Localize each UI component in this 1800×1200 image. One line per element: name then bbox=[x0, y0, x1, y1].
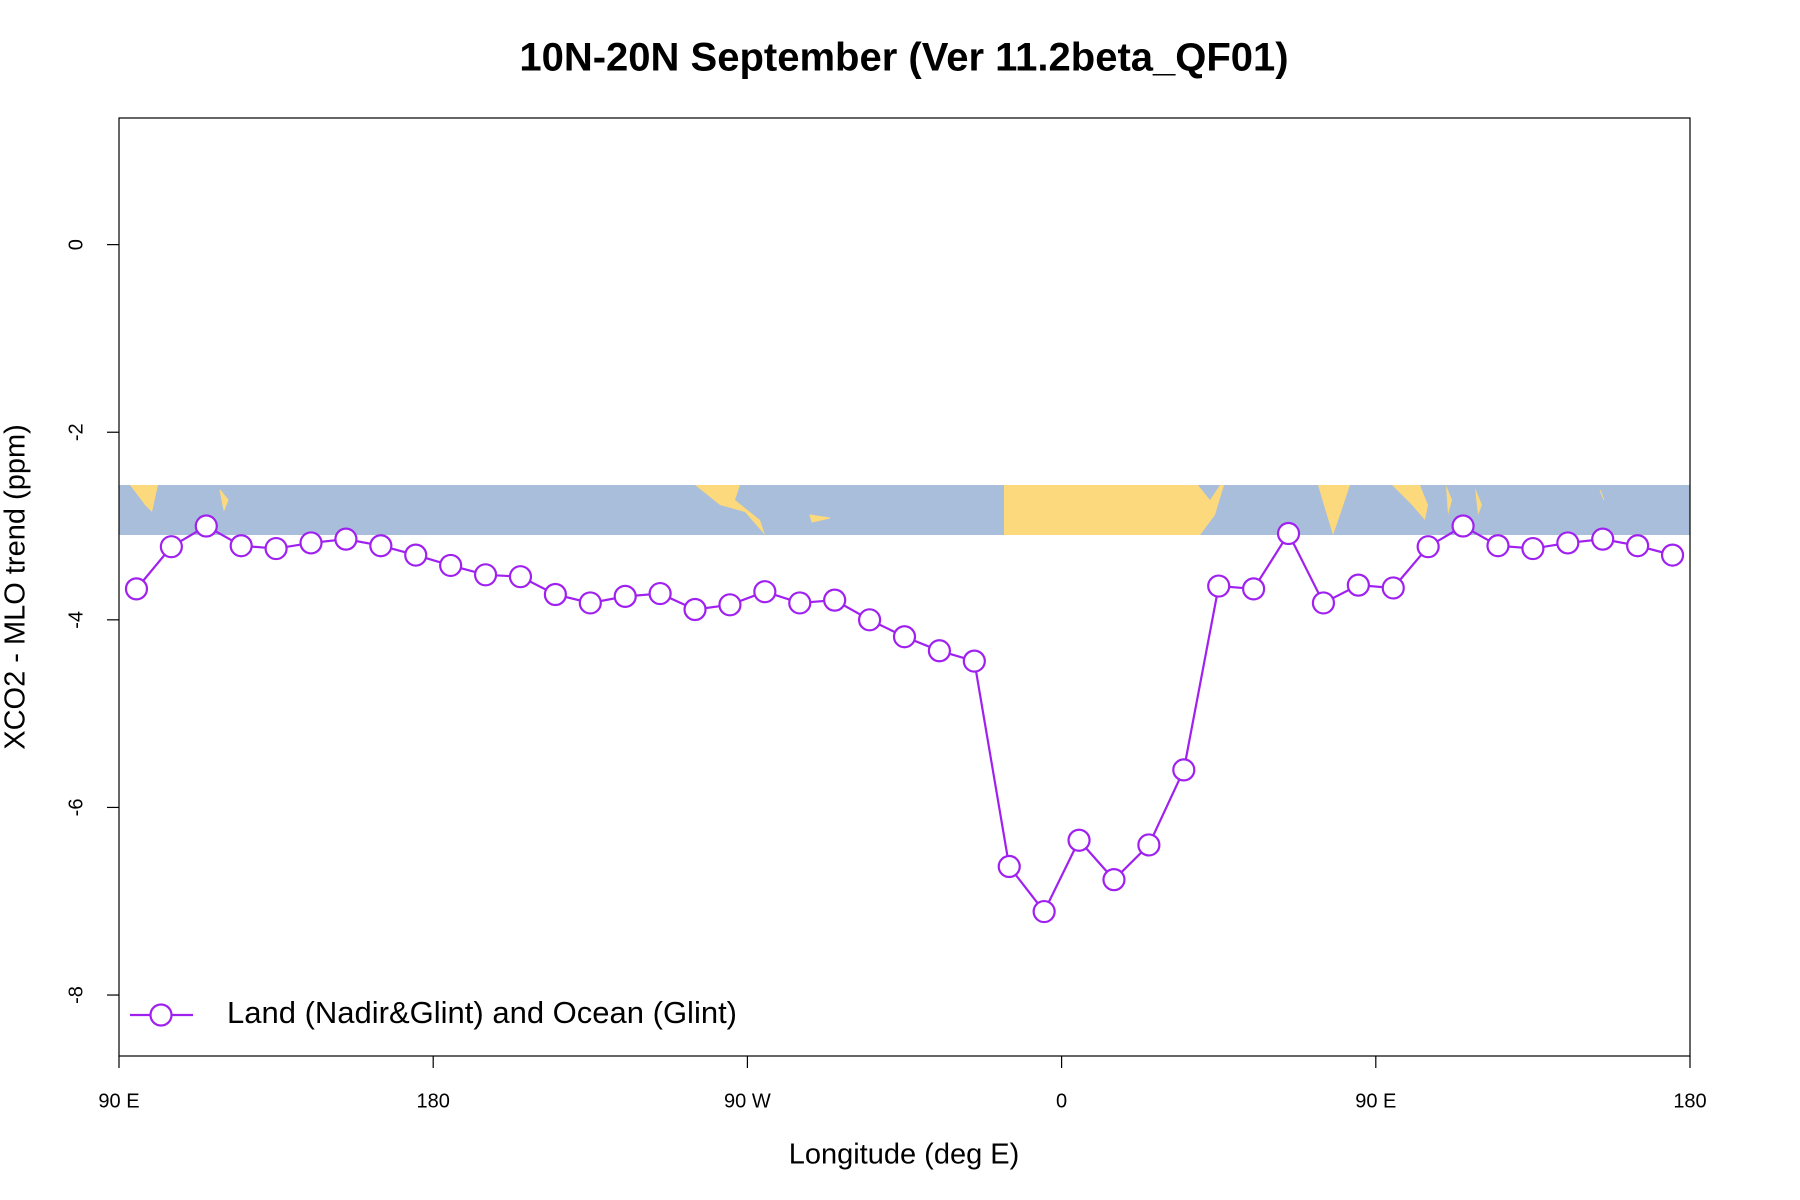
india-left bbox=[130, 485, 158, 512]
data-point bbox=[369, 534, 393, 558]
data-point bbox=[1207, 574, 1231, 598]
y-tick-label: -4 bbox=[65, 611, 87, 629]
data-point bbox=[1660, 543, 1685, 567]
y-tick-label: 0 bbox=[65, 239, 87, 250]
data-point bbox=[159, 535, 183, 559]
data-point bbox=[613, 584, 637, 608]
y-tick-label: -8 bbox=[65, 986, 87, 1004]
data-point bbox=[1032, 899, 1056, 924]
map-band bbox=[119, 485, 1690, 535]
x-tick-label: 90 E bbox=[1355, 1090, 1396, 1112]
y-axis-label: XCO2 - MLO trend (ppm) bbox=[0, 424, 32, 750]
data-point bbox=[229, 534, 253, 558]
data-point bbox=[857, 608, 882, 632]
series-line bbox=[135, 524, 1673, 914]
data-point bbox=[439, 553, 463, 578]
data-point bbox=[1137, 833, 1161, 857]
data-point bbox=[1346, 573, 1370, 597]
y-tick-label: -2 bbox=[65, 423, 87, 441]
data-point bbox=[1591, 527, 1615, 551]
x-tick-label: 180 bbox=[1673, 1090, 1706, 1112]
legend-label: Land (Nadir&Glint) and Ocean (Glint) bbox=[227, 995, 737, 1030]
y-tick-label: -6 bbox=[65, 799, 87, 817]
data-point bbox=[648, 581, 672, 606]
data-point bbox=[1521, 536, 1545, 561]
indochina bbox=[1392, 485, 1428, 520]
data-point bbox=[683, 597, 707, 622]
x-tick-label: 90 E bbox=[98, 1090, 139, 1112]
central-america bbox=[695, 485, 765, 535]
data-point bbox=[1172, 758, 1196, 782]
data-point bbox=[788, 591, 812, 615]
philippines bbox=[1446, 485, 1482, 515]
data-point bbox=[194, 514, 218, 538]
data-point bbox=[124, 577, 149, 601]
data-point bbox=[997, 854, 1021, 879]
data-point bbox=[892, 625, 917, 649]
data-point bbox=[404, 543, 428, 567]
data-point bbox=[1276, 521, 1301, 546]
data-point bbox=[927, 639, 952, 663]
data-point bbox=[962, 649, 986, 673]
data-point bbox=[543, 582, 567, 607]
x-tick-label: 90 W bbox=[724, 1090, 771, 1112]
data-point bbox=[508, 565, 533, 589]
data-point bbox=[1626, 534, 1650, 558]
data-point bbox=[578, 591, 602, 615]
data-point bbox=[1416, 535, 1440, 559]
data-point bbox=[473, 563, 498, 587]
data-point bbox=[1556, 531, 1580, 555]
data-point bbox=[718, 593, 742, 617]
chart-title: 10N-20N September (Ver 11.2beta_QF01) bbox=[519, 36, 1288, 80]
africa bbox=[1004, 485, 1224, 535]
x-tick-label: 0 bbox=[1056, 1090, 1067, 1112]
data-point bbox=[753, 580, 777, 604]
data-point bbox=[1067, 828, 1091, 852]
ocean-band bbox=[119, 485, 1690, 535]
data-point bbox=[334, 527, 358, 551]
data-point bbox=[1451, 514, 1475, 538]
data-point bbox=[1486, 534, 1510, 558]
legend-marker bbox=[149, 1003, 173, 1027]
data-point bbox=[264, 536, 288, 561]
x-tick-label: 180 bbox=[417, 1090, 450, 1112]
india bbox=[1318, 485, 1350, 535]
data-point bbox=[1102, 868, 1126, 892]
x-axis-label: Longitude (deg E) bbox=[789, 1139, 1020, 1171]
data-point bbox=[1381, 576, 1405, 600]
data-point bbox=[823, 588, 847, 612]
data-point bbox=[299, 531, 323, 555]
islands bbox=[219, 489, 1605, 523]
plot-frame bbox=[118, 117, 1691, 1057]
data-point bbox=[1242, 577, 1266, 601]
data-point bbox=[1311, 591, 1336, 615]
